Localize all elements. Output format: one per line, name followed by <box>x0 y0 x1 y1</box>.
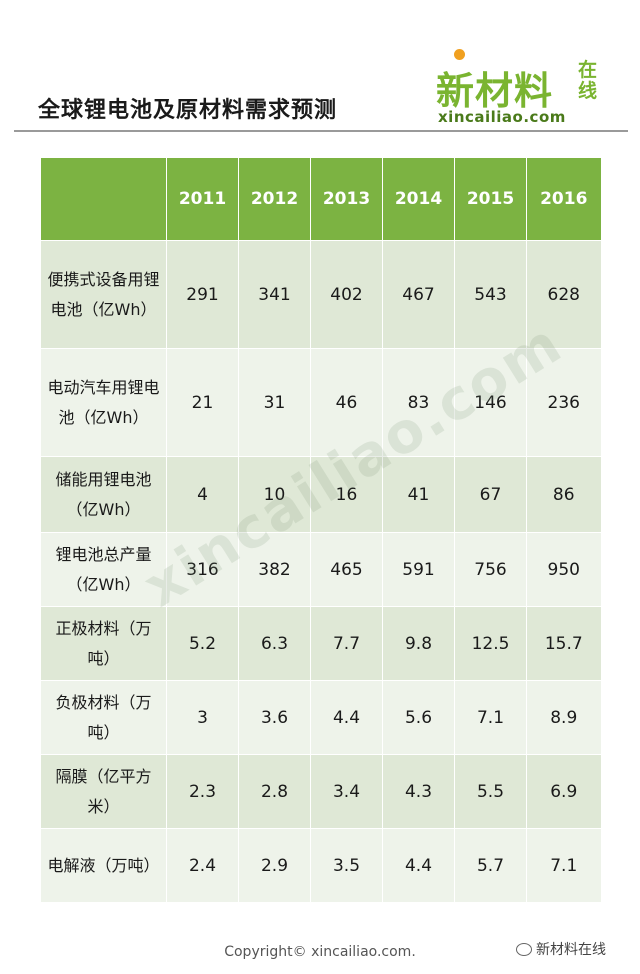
table-cell: 4 <box>166 456 239 533</box>
table-cell: 543 <box>454 240 527 349</box>
table-cell: 2.4 <box>166 828 239 903</box>
table-cell: 382 <box>238 532 311 607</box>
table-cell: 83 <box>382 348 455 457</box>
header-year: 2012 <box>238 158 311 241</box>
table-row: 锂电池总产量（亿Wh） 316 382 465 591 756 950 <box>40 532 601 607</box>
table-cell: 21 <box>166 348 239 457</box>
table-cell: 4.3 <box>382 754 455 829</box>
title-divider <box>14 130 628 132</box>
table-cell: 86 <box>526 456 601 533</box>
row-label: 便携式设备用锂电池（亿Wh） <box>40 240 167 349</box>
table-cell: 9.8 <box>382 606 455 681</box>
logo: 新材料 在线 xincailiao.com <box>430 46 620 130</box>
table-cell: 67 <box>454 456 527 533</box>
row-label: 电动汽车用锂电池（亿Wh） <box>40 348 167 457</box>
table-cell: 291 <box>166 240 239 349</box>
table-row: 电解液（万吨） 2.4 2.9 3.5 4.4 5.7 7.1 <box>40 828 601 903</box>
table-cell: 2.9 <box>238 828 311 903</box>
table-cell: 5.6 <box>382 680 455 755</box>
table-cell: 46 <box>310 348 383 457</box>
table-cell: 7.1 <box>526 828 601 903</box>
table-row: 便携式设备用锂电池（亿Wh） 291 341 402 467 543 628 <box>40 240 601 349</box>
table-cell: 950 <box>526 532 601 607</box>
row-label: 负极材料（万吨） <box>40 680 167 755</box>
table-cell: 146 <box>454 348 527 457</box>
table-cell: 5.7 <box>454 828 527 903</box>
header-year: 2014 <box>382 158 455 241</box>
page-title: 全球锂电池及原材料需求预测 <box>38 98 338 123</box>
table-cell: 7.1 <box>454 680 527 755</box>
table-cell: 16 <box>310 456 383 533</box>
table-cell: 402 <box>310 240 383 349</box>
header-year: 2013 <box>310 158 383 241</box>
logo-dot-icon <box>454 49 465 60</box>
table-cell: 15.7 <box>526 606 601 681</box>
table-cell: 3 <box>166 680 239 755</box>
table-cell: 628 <box>526 240 601 349</box>
row-label: 隔膜（亿平方米） <box>40 754 167 829</box>
table-cell: 3.5 <box>310 828 383 903</box>
logo-sub-text: 在线 <box>578 59 598 102</box>
table-row: 正极材料（万吨） 5.2 6.3 7.7 9.8 12.5 15.7 <box>40 606 601 681</box>
table-cell: 591 <box>382 532 455 607</box>
table-cell: 467 <box>382 240 455 349</box>
table-cell: 7.7 <box>310 606 383 681</box>
table-cell: 4.4 <box>310 680 383 755</box>
table-cell: 756 <box>454 532 527 607</box>
row-label: 电解液（万吨） <box>40 828 167 903</box>
row-label: 正极材料（万吨） <box>40 606 167 681</box>
row-label: 锂电池总产量（亿Wh） <box>40 532 167 607</box>
table-cell: 5.2 <box>166 606 239 681</box>
table-cell: 465 <box>310 532 383 607</box>
wechat-account-name: 新材料在线 <box>536 942 606 958</box>
wechat-icon <box>516 942 532 956</box>
table-cell: 236 <box>526 348 601 457</box>
header-year: 2015 <box>454 158 527 241</box>
table-cell: 341 <box>238 240 311 349</box>
table-cell: 12.5 <box>454 606 527 681</box>
table-cell: 41 <box>382 456 455 533</box>
table-cell: 3.6 <box>238 680 311 755</box>
table-cell: 5.5 <box>454 754 527 829</box>
logo-main-text: 新材料 <box>436 69 554 113</box>
table-cell: 2.3 <box>166 754 239 829</box>
table-row: 电动汽车用锂电池（亿Wh） 21 31 46 83 146 236 <box>40 348 601 457</box>
header-year: 2011 <box>166 158 239 241</box>
row-label: 储能用锂电池（亿Wh） <box>40 456 167 533</box>
logo-url: xincailiao.com <box>438 108 566 126</box>
table-cell: 10 <box>238 456 311 533</box>
header-corner <box>40 158 167 241</box>
table-row: 隔膜（亿平方米） 2.3 2.8 3.4 4.3 5.5 6.9 <box>40 754 601 829</box>
wechat-account: 新材料在线 <box>516 939 606 959</box>
header-row: 2011 2012 2013 2014 2015 2016 <box>40 158 601 241</box>
table-cell: 3.4 <box>310 754 383 829</box>
table-cell: 6.9 <box>526 754 601 829</box>
header-year: 2016 <box>526 158 601 241</box>
table-row: 储能用锂电池（亿Wh） 4 10 16 41 67 86 <box>40 456 601 533</box>
table-cell: 6.3 <box>238 606 311 681</box>
table-cell: 8.9 <box>526 680 601 755</box>
table-cell: 2.8 <box>238 754 311 829</box>
table-cell: 31 <box>238 348 311 457</box>
demand-table: 2011 2012 2013 2014 2015 2016 便携式设备用锂电池（… <box>40 158 601 903</box>
table-row: 负极材料（万吨） 3 3.6 4.4 5.6 7.1 8.9 <box>40 680 601 755</box>
table-cell: 316 <box>166 532 239 607</box>
copyright: Copyright© xincailiao.com. <box>224 944 416 960</box>
table-cell: 4.4 <box>382 828 455 903</box>
